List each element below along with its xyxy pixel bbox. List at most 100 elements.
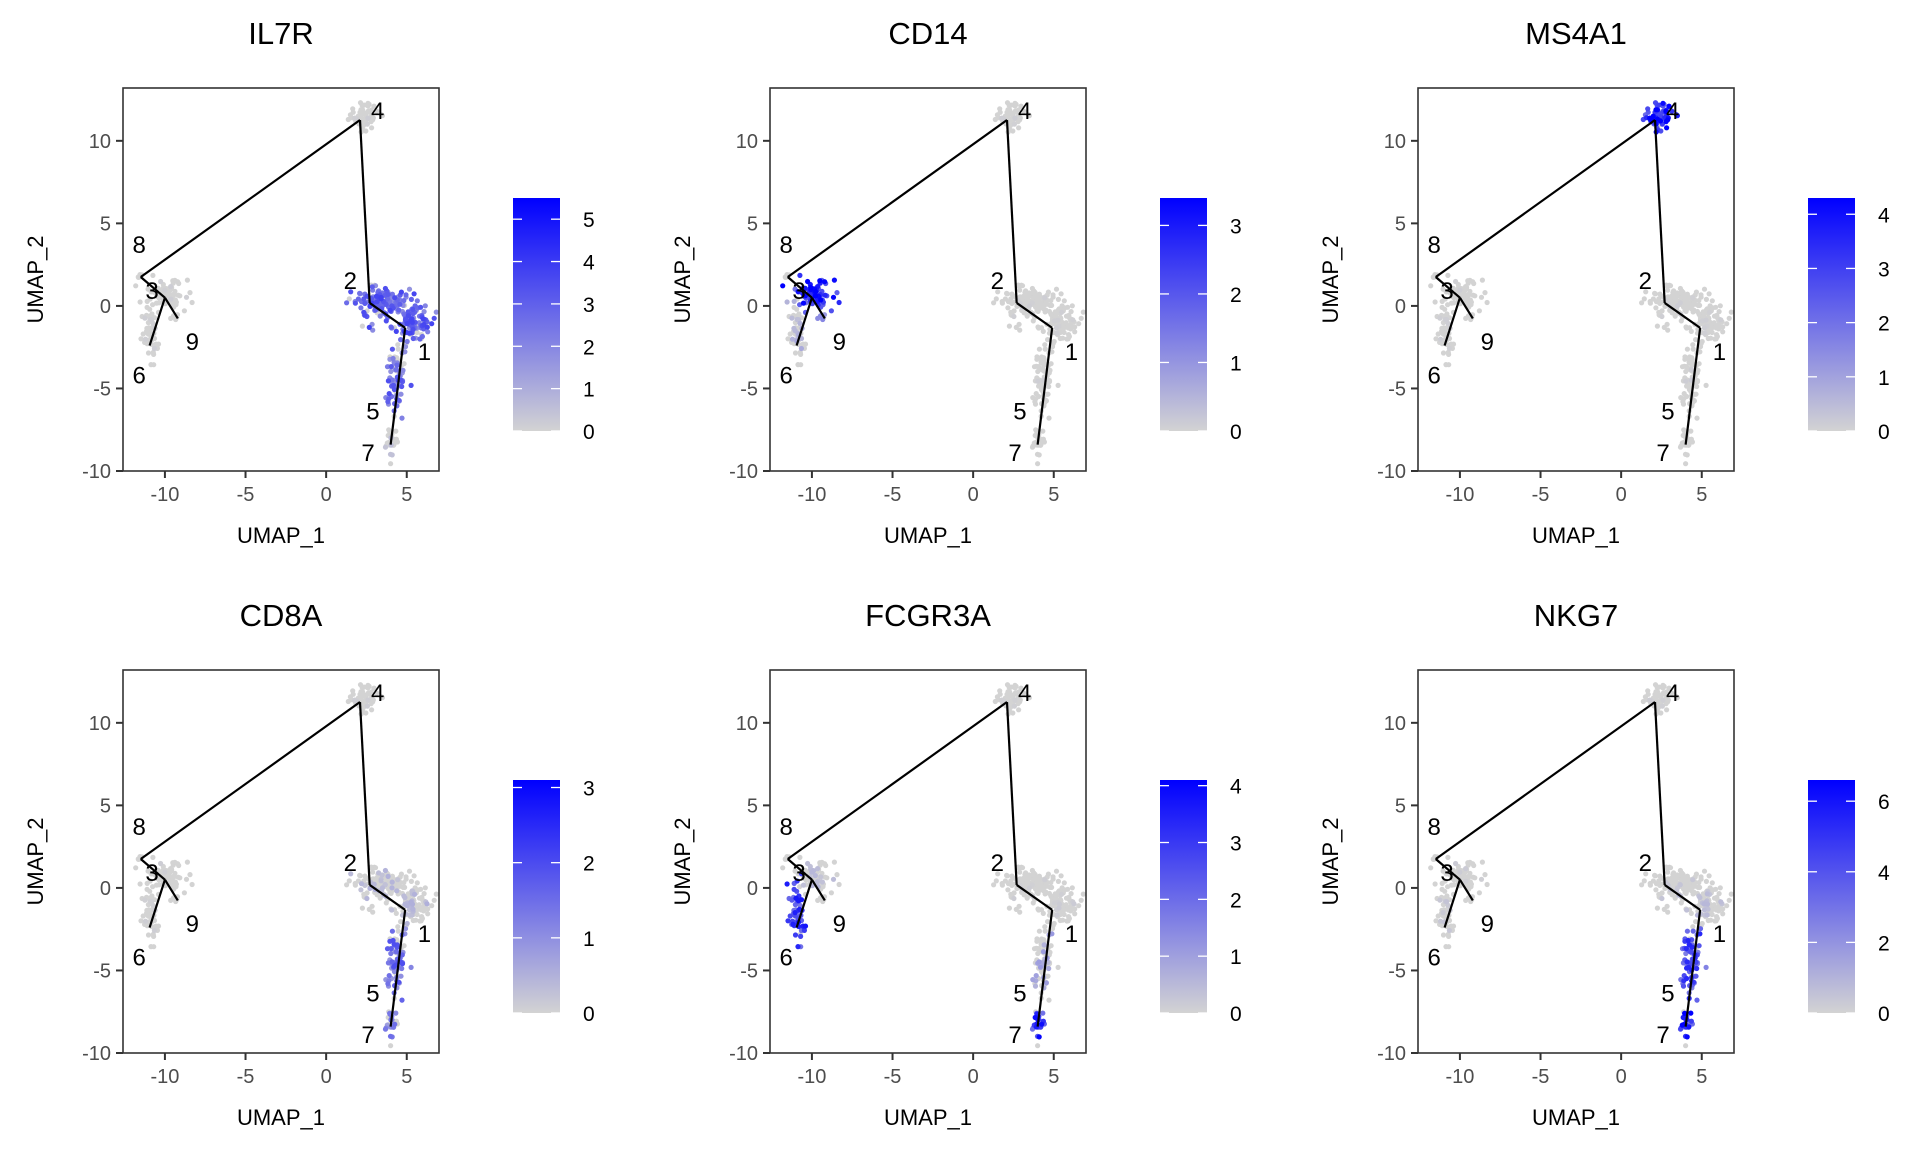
cell-point	[1012, 697, 1018, 703]
cell-point	[1687, 949, 1693, 955]
cell-point	[1045, 337, 1051, 343]
cell-point	[1658, 710, 1664, 716]
cell-point	[425, 329, 431, 335]
cell-point	[414, 298, 420, 304]
cell-point	[390, 355, 396, 362]
cell-point	[412, 891, 418, 897]
cell-point	[1040, 367, 1046, 373]
cell-point	[399, 952, 405, 958]
y-axis-title: UMAP_2	[23, 235, 48, 323]
cell-point	[387, 1033, 394, 1039]
cell-point	[1042, 884, 1048, 890]
cell-point	[1453, 278, 1459, 285]
cell-point	[1022, 289, 1028, 296]
cell-point	[1031, 870, 1037, 876]
cluster-label: 6	[132, 944, 145, 971]
cluster-label: 9	[1481, 329, 1494, 356]
cell-point	[1078, 315, 1084, 321]
y-tick-label: -10	[82, 1043, 111, 1065]
cell-point	[1690, 877, 1696, 883]
cell-point	[429, 903, 435, 909]
cluster-label: 7	[361, 1022, 374, 1049]
cell-point	[1726, 315, 1732, 321]
cluster-label: 6	[779, 362, 792, 389]
y-tick-label: 10	[89, 131, 111, 153]
cell-point	[390, 382, 397, 388]
cell-point	[1006, 905, 1013, 911]
cell-point	[410, 326, 416, 333]
cell-point	[1659, 890, 1665, 896]
cell-point	[1056, 905, 1062, 911]
cell-point	[1445, 272, 1451, 278]
cell-point	[1703, 317, 1709, 323]
cell-point	[1046, 415, 1052, 421]
cell-point	[828, 308, 835, 314]
cell-point	[1017, 327, 1023, 333]
cell-point	[812, 873, 818, 879]
cell-point	[1045, 973, 1051, 979]
cell-point	[1689, 355, 1695, 361]
cluster-label: 7	[1656, 440, 1669, 467]
cell-point	[1019, 283, 1026, 289]
cell-point	[1050, 294, 1056, 300]
cell-point	[393, 1010, 399, 1016]
trajectory-edge	[163, 297, 179, 320]
cell-point	[991, 300, 997, 306]
cell-point	[1451, 882, 1457, 888]
cell-point	[1684, 907, 1690, 913]
cell-point	[1679, 870, 1685, 876]
cell-point	[1042, 346, 1048, 352]
cell-point	[352, 300, 358, 306]
cell-point	[1035, 946, 1041, 952]
cell-point	[1036, 291, 1042, 297]
cell-point	[1015, 864, 1021, 870]
cell-point	[780, 865, 786, 871]
cell-point	[175, 861, 181, 867]
cluster-label: 1	[418, 921, 431, 948]
cell-point	[411, 291, 417, 297]
cell-point	[1442, 306, 1448, 312]
cell-point	[364, 895, 370, 902]
y-tick-label: -5	[93, 960, 111, 982]
cell-point	[1683, 1043, 1689, 1049]
cell-point	[1463, 878, 1469, 884]
x-tick-label: -10	[797, 1066, 826, 1088]
cell-point	[1078, 897, 1084, 903]
cell-point	[388, 1043, 394, 1049]
x-tick-label: 5	[1696, 484, 1707, 506]
cell-point	[388, 946, 394, 952]
cell-point	[999, 298, 1005, 305]
cell-point	[398, 337, 404, 343]
cell-point	[344, 882, 350, 888]
cell-point	[1439, 880, 1445, 887]
cell-point	[1457, 287, 1463, 293]
trajectory-edge	[358, 119, 371, 304]
cell-point	[142, 336, 149, 342]
cell-point	[405, 309, 411, 315]
cell-point	[385, 981, 391, 987]
cell-point	[1663, 864, 1669, 870]
cluster-label: 3	[145, 860, 158, 887]
cell-point	[395, 924, 401, 930]
cluster-label: 3	[792, 860, 805, 887]
cluster-label: 6	[132, 362, 145, 389]
cell-point	[1026, 695, 1032, 701]
cell-point	[1702, 330, 1708, 336]
cell-point	[359, 323, 365, 329]
cell-point	[830, 876, 837, 882]
cell-point	[1653, 305, 1659, 311]
colorbar-tick-label: 2	[583, 336, 595, 359]
cell-point	[1069, 885, 1075, 891]
cell-point	[363, 710, 369, 716]
cell-point	[1032, 304, 1039, 310]
cell-point	[1058, 873, 1064, 879]
cell-point	[1654, 323, 1660, 329]
cell-point	[1684, 975, 1690, 982]
x-axis-title: UMAP_1	[237, 1105, 325, 1130]
cell-point	[1683, 368, 1689, 375]
cell-point	[408, 878, 414, 885]
cell-point	[1684, 879, 1690, 885]
cell-point	[1007, 123, 1014, 129]
cell-point	[1036, 383, 1042, 389]
